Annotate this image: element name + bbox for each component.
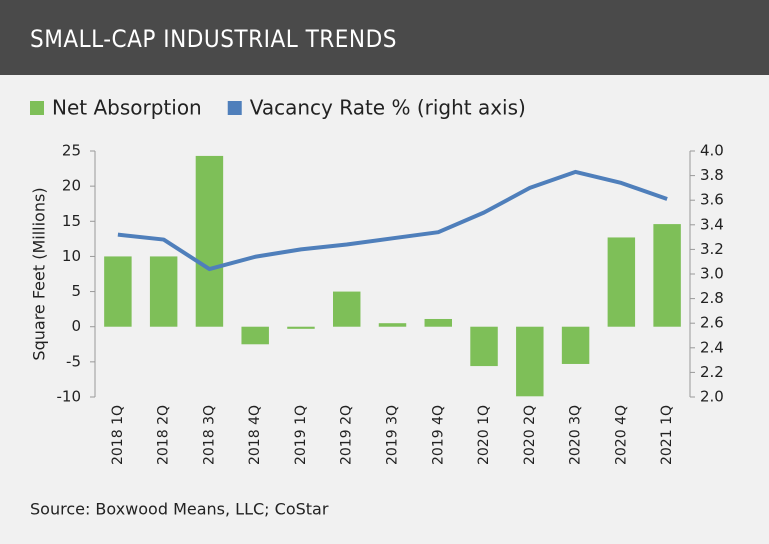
bar <box>195 155 224 327</box>
x-tick-label: 2019 3Q <box>385 405 401 465</box>
y2-tick-label: 4.0 <box>700 142 724 160</box>
x-tick-label: 2020 1Q <box>476 405 492 465</box>
x-tick-label: 2019 1Q <box>293 405 309 465</box>
x-tick-label: 2018 2Q <box>156 405 172 465</box>
x-tick-label: 2019 2Q <box>339 405 355 465</box>
bar <box>104 256 132 327</box>
chart-title: SMALL-CAP INDUSTRIAL TRENDS <box>30 25 397 53</box>
y-tick-label: 25 <box>62 142 81 160</box>
legend-swatch <box>227 101 242 115</box>
x-tick-label: 2018 3Q <box>201 405 217 465</box>
x-tick-label: 2018 1Q <box>110 405 126 465</box>
bar <box>653 224 681 327</box>
y2-tick-label: 2.8 <box>700 289 724 307</box>
legend-swatch <box>30 101 44 115</box>
y-tick-label: -10 <box>57 388 82 406</box>
bar <box>516 326 544 397</box>
bar <box>424 318 452 327</box>
y2-tick-label: 3.0 <box>700 265 724 283</box>
x-tick-label: 2018 4Q <box>247 405 263 465</box>
y2-tick-label: 2.2 <box>700 363 724 381</box>
bar <box>287 326 315 329</box>
y2-tick-label: 3.2 <box>700 240 724 258</box>
header-band <box>0 0 769 75</box>
bar <box>378 323 407 327</box>
x-tick-label: 2019 4Q <box>430 405 446 465</box>
x-tick-label: 2020 4Q <box>613 405 629 465</box>
y2-tick-label: 3.4 <box>700 215 724 233</box>
y-axis-label: Square Feet (Millions) <box>30 187 49 360</box>
y-tick-label: 0 <box>71 317 81 335</box>
bar <box>241 326 269 345</box>
bar <box>561 326 590 364</box>
y-tick-label: 15 <box>62 212 81 230</box>
legend-label: Net Absorption <box>52 96 202 120</box>
y-tick-label: 5 <box>71 282 81 300</box>
x-tick-label: 2020 3Q <box>568 405 584 465</box>
line <box>117 169 668 272</box>
bar <box>607 237 636 327</box>
y2-tick-label: 2.4 <box>700 338 724 356</box>
y2-tick-label: 3.6 <box>700 191 724 209</box>
x-tick-label: 2020 2Q <box>522 405 538 465</box>
y2-tick-label: 2.6 <box>700 314 724 332</box>
y-tick-label: 10 <box>62 247 81 265</box>
x-tick-label: 2021 1Q <box>659 405 675 465</box>
y2-tick-label: 2.0 <box>700 388 724 406</box>
y-tick-label: 20 <box>62 177 81 195</box>
bar <box>149 256 178 327</box>
y-tick-label: -5 <box>66 352 81 370</box>
source-note: Source: Boxwood Means, LLC; CoStar <box>30 500 329 519</box>
y2-tick-label: 3.8 <box>700 166 724 184</box>
bar <box>333 291 361 327</box>
bar <box>470 326 498 367</box>
legend-label: Vacancy Rate % (right axis) <box>250 96 526 120</box>
